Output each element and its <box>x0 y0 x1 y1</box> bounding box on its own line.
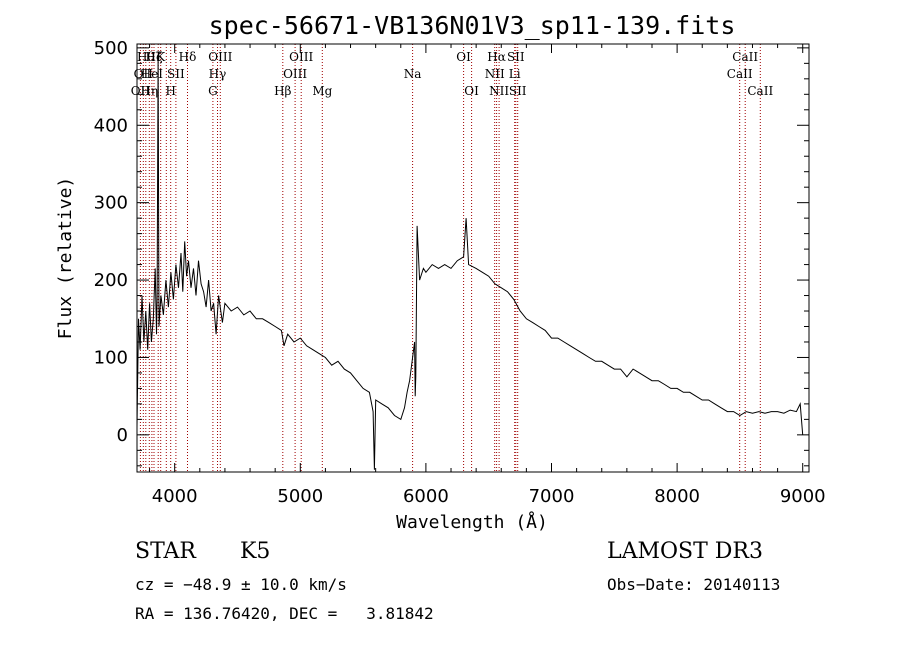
line-marker-label-3: Hη <box>140 84 158 98</box>
spectrum-series-line <box>136 55 804 470</box>
y-tick-label-3: 300 <box>94 193 128 214</box>
line-marker-label-18: Mg <box>312 84 332 98</box>
x-tick-label-0: 4000 <box>152 486 198 507</box>
coordinates: RA = 136.76420, DEC = 3.81842 <box>135 604 434 623</box>
redshift-cz: cz = −48.9 ± 10.0 km/s <box>135 575 347 594</box>
line-marker-label-30: CaII <box>747 84 773 98</box>
line-marker-label-20: OI <box>456 50 471 64</box>
y-tick-label-2: 200 <box>94 270 128 291</box>
line-marker-label-14: OIII <box>208 50 232 64</box>
line-marker-label-24: NII <box>489 84 509 98</box>
x-axis-label: Wavelength (Å) <box>396 511 548 533</box>
line-marker-label-17: OIII <box>289 50 313 64</box>
object-class: STAR <box>135 539 196 564</box>
line-marker-label-10: SII <box>167 67 185 81</box>
line-marker-label-29: CaII <box>732 50 758 64</box>
y-tick-label-0: 0 <box>117 425 128 446</box>
line-marker-label-7: K <box>156 50 166 64</box>
plot-frame <box>136 43 810 473</box>
observation-date: Obs−Date: 20140113 <box>607 575 781 594</box>
line-marker-label-23: Hα <box>487 50 506 64</box>
line-marker-label-22: NII <box>485 67 505 81</box>
spectral-line-markers <box>139 44 761 472</box>
x-tick-label-2: 6000 <box>403 486 449 507</box>
line-marker-label-11: Hδ <box>179 50 197 64</box>
line-marker-label-2: Hθ <box>137 50 155 64</box>
line-marker-label-1: OII <box>134 67 154 81</box>
x-tick-label-4: 8000 <box>654 486 700 507</box>
x-tick-label-3: 7000 <box>529 486 575 507</box>
chart-title: spec-56671-VB136N01V3_sp11-139.fits <box>209 11 736 40</box>
y-axis: 0 100 200 300 400 500 <box>94 38 809 467</box>
line-marker-label-28: CaII <box>727 67 753 81</box>
line-marker-label-4: HeI <box>141 67 164 81</box>
x-tick-label-1: 5000 <box>277 486 323 507</box>
line-marker-label-27: SII <box>509 84 527 98</box>
line-marker-label-16: OIII <box>283 67 307 81</box>
y-tick-label-5: 500 <box>94 38 128 59</box>
line-marker-label-21: OI <box>464 84 479 98</box>
survey-name: LAMOST DR3 <box>607 539 763 564</box>
line-marker-label-15: Hβ <box>274 84 291 98</box>
y-tick-label-1: 100 <box>94 347 128 368</box>
y-axis-label: Flux (relative) <box>55 177 76 340</box>
y-tick-label-4: 400 <box>94 115 128 136</box>
line-marker-label-26: SII <box>507 50 525 64</box>
line-marker-label-0: OII <box>131 84 151 98</box>
x-axis: 4000 5000 6000 7000 8000 9000 <box>149 44 826 507</box>
line-marker-label-13: Hγ <box>209 67 227 81</box>
line-marker-label-9: H <box>165 84 175 98</box>
object-subclass: K5 <box>240 539 271 564</box>
line-marker-label-12: G <box>208 84 218 98</box>
line-marker-label-25: Li <box>509 67 521 81</box>
line-marker-label-19: Na <box>404 67 422 81</box>
x-tick-label-5: 9000 <box>780 486 826 507</box>
spectral-line-labels: OIIOIIHθHηHeIHζKHSIIHδGHγOIIIHβOIIIOIIIM… <box>131 50 774 98</box>
